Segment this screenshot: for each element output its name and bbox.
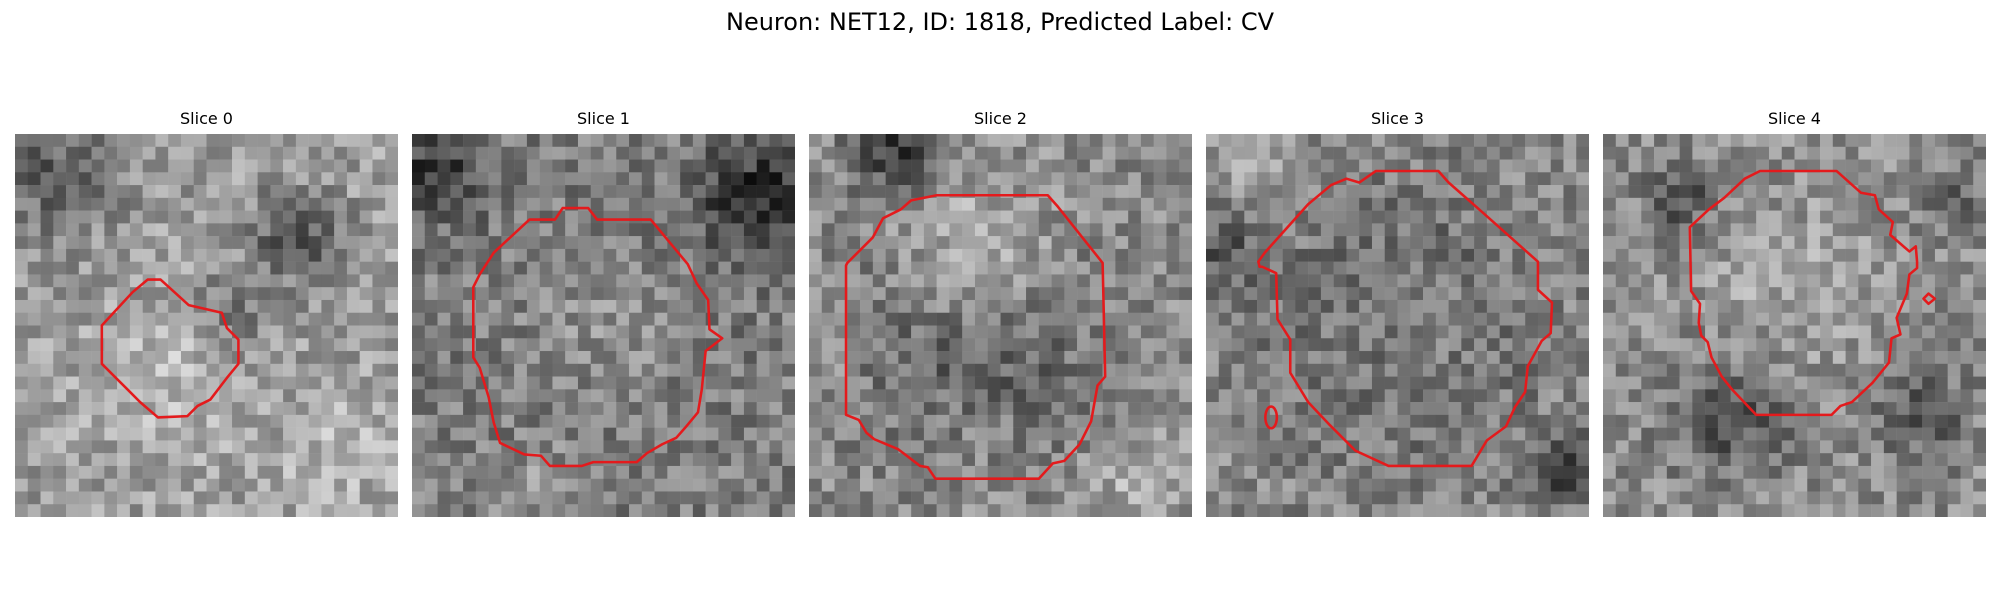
roi-contour-fragment	[1264, 405, 1279, 430]
slice-title: Slice 3	[1371, 109, 1424, 128]
slice-panel-2: Slice 2	[809, 109, 1192, 529]
roi-contour	[472, 206, 724, 468]
slice-title: Slice 0	[180, 109, 233, 128]
slice-title: Slice 2	[974, 109, 1027, 128]
roi-contour	[1688, 169, 1919, 417]
figure-title: Neuron: NET12, ID: 1818, Predicted Label…	[726, 8, 1274, 36]
grayscale-pixel-grid	[15, 134, 398, 517]
slice-title: Slice 1	[577, 109, 630, 128]
slice-image-1	[412, 134, 795, 517]
slice-image-4	[1603, 134, 1986, 517]
slice-panel-4: Slice 4	[1603, 109, 1986, 529]
slice-image-3	[1206, 134, 1589, 517]
slice-panel-3: Slice 3	[1206, 109, 1589, 529]
roi-contour	[1257, 169, 1554, 468]
slice-image-0	[15, 134, 398, 517]
roi-contour-fragment	[1922, 292, 1937, 306]
slice-title: Slice 4	[1768, 109, 1821, 128]
slice-panel-0: Slice 0	[15, 109, 398, 529]
grayscale-pixel-grid	[1206, 134, 1589, 517]
grayscale-pixel-grid	[1603, 134, 1986, 517]
roi-contour	[844, 194, 1107, 480]
slice-image-2	[809, 134, 1192, 517]
roi-contour	[100, 278, 240, 419]
slice-panel-1: Slice 1	[412, 109, 795, 529]
grayscale-pixel-grid	[809, 134, 1192, 517]
grayscale-pixel-grid	[412, 134, 795, 517]
